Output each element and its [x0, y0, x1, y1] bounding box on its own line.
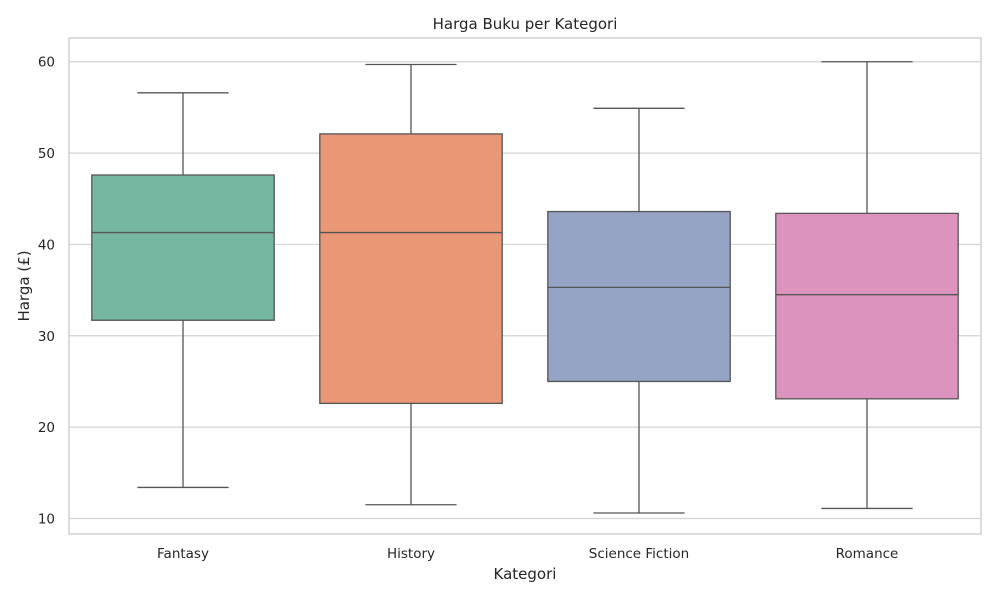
x-tick-label: History	[387, 546, 435, 562]
y-tick-label: 60	[38, 55, 55, 71]
box-group	[547, 107, 731, 514]
box-group	[775, 61, 959, 510]
x-tick-label: Fantasy	[157, 546, 209, 562]
plot-frame	[68, 37, 982, 535]
y-tick-label: 20	[38, 420, 55, 436]
iqr-box	[319, 133, 503, 405]
x-axis-label: Kategori	[494, 565, 557, 583]
iqr-box	[91, 174, 275, 321]
y-tick-label: 40	[38, 237, 55, 253]
y-tick-label: 30	[38, 329, 55, 345]
x-tick-label: Science Fiction	[589, 546, 689, 562]
y-tick-label: 50	[38, 146, 55, 162]
x-tick-labels: Fantasy History Science Fiction Romance	[157, 546, 898, 562]
boxes	[91, 61, 959, 514]
box-group	[91, 92, 275, 489]
iqr-box	[775, 212, 959, 400]
iqr-box	[547, 210, 731, 383]
chart-title: Harga Buku per Kategori	[433, 15, 618, 33]
x-tick-label: Romance	[836, 546, 899, 562]
y-axis-label: Harga (£)	[15, 250, 33, 321]
box-group	[319, 63, 503, 506]
y-tick-labels: 10 20 30 40 50 60	[38, 55, 55, 528]
y-tick-label: 10	[38, 511, 55, 527]
